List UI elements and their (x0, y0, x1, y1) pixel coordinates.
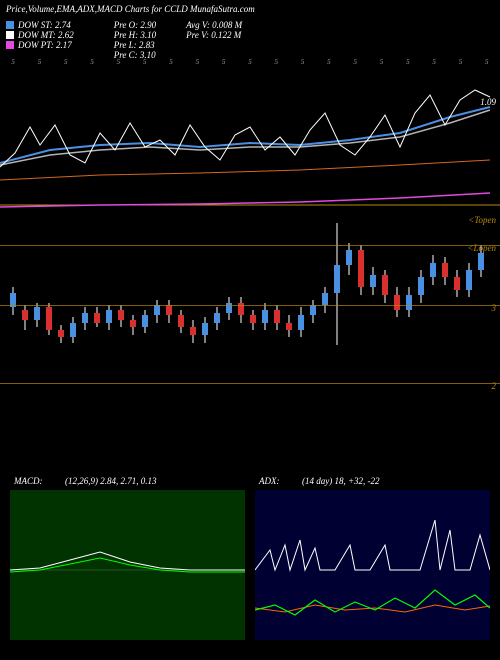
stat-prevol: Pre V: 0.122 M (186, 30, 242, 40)
candlestick-chart: <Topen<Lopen32 (0, 215, 500, 395)
stat-avgvol: Avg V: 0.008 M (186, 20, 242, 30)
adx-panel: ADX: (14 day) 18, +32, -22 (255, 490, 490, 640)
endpoint-label: 1.09 (480, 97, 496, 107)
swatch-mt (6, 31, 14, 39)
lower-panels: MACD: (12,26,9) 2.84, 2.71, 0.13 ADX: (1… (0, 490, 500, 650)
legend-st: DOW ST: 2.74 (6, 20, 74, 30)
macd-panel: MACD: (12,26,9) 2.84, 2.71, 0.13 (10, 490, 245, 640)
legend-mt: DOW MT: 2.62 (6, 30, 74, 40)
stat-open: Pre O: 2.90 (114, 20, 156, 30)
chart-title: Price,Volume,EMA,ADX,MACD Charts for CCL… (0, 0, 500, 18)
legend-pt: DOW PT: 2.17 (6, 40, 74, 50)
stat-high: Pre H: 3.10 (114, 30, 156, 40)
swatch-st (6, 21, 14, 29)
swatch-pt (6, 41, 14, 49)
stat-low: Pre L: 2.83 (114, 40, 156, 50)
stats-block: Pre O: 2.90 Pre H: 3.10 Pre L: 2.83 Pre … (114, 20, 242, 60)
upper-line-chart: 1.09 (0, 55, 500, 215)
